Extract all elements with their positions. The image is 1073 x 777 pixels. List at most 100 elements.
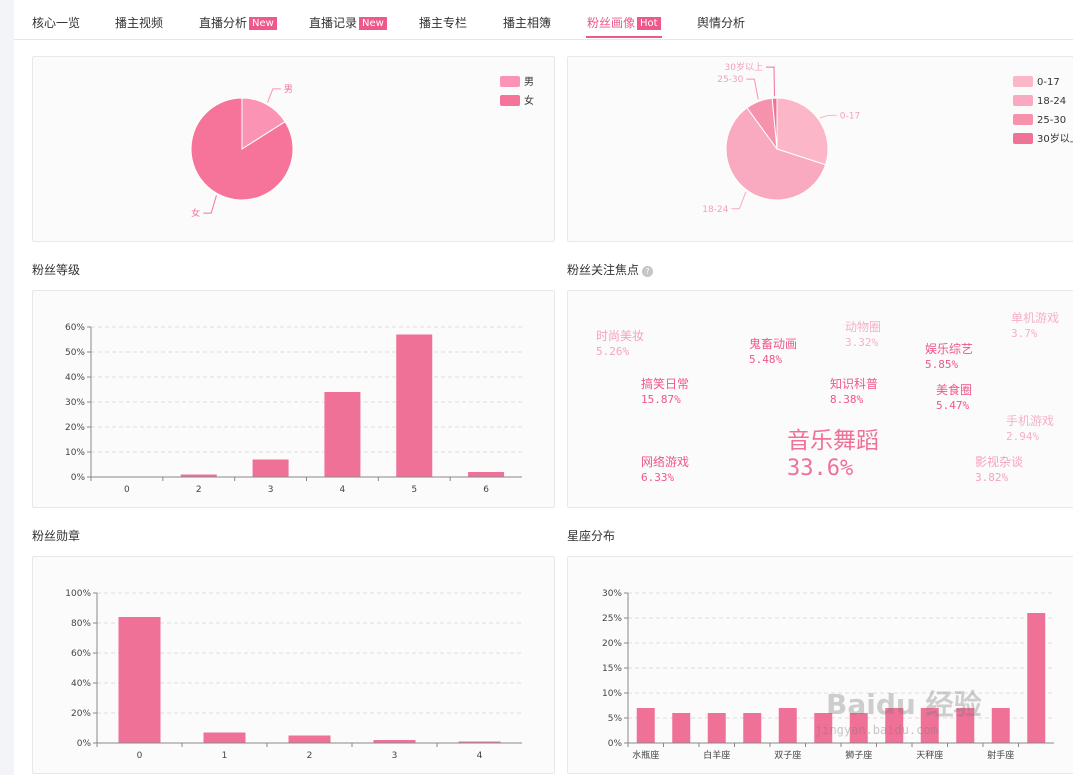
legend-label: 25-30: [1037, 115, 1067, 126]
keyword-item[interactable]: 搞笑日常 15.87%: [641, 377, 689, 407]
keyword-name: 时尚美妆: [596, 329, 645, 343]
active-tab-indicator: [586, 36, 662, 38]
zodiac-title: 星座分布: [567, 529, 616, 543]
keyword-item[interactable]: 娱乐综艺 5.85%: [925, 342, 973, 372]
legend-item-age-25-30[interactable]: 25-30: [1013, 114, 1066, 127]
bar[interactable]: [956, 708, 975, 743]
tab-core-overview[interactable]: 核心一览: [32, 14, 80, 32]
legend-label: 18-24: [1037, 96, 1067, 107]
keyword-item[interactable]: 知识科普 8.38%: [830, 377, 878, 407]
legend-swatch: [500, 76, 520, 87]
legend-item-age-0-17[interactable]: 0-17: [1013, 76, 1060, 89]
keyword-name: 知识科普: [830, 377, 879, 391]
keyword-item[interactable]: 影视杂谈 3.82%: [975, 455, 1023, 485]
bar[interactable]: [991, 708, 1010, 743]
pie-leader-line: [765, 66, 776, 97]
bar[interactable]: [396, 334, 433, 478]
tab-fan-profile[interactable]: 粉丝画像 Hot: [587, 14, 661, 32]
keyword-percent: 33.6%: [787, 456, 854, 481]
pie-slice-label: 0-17: [840, 111, 860, 121]
tab-sentiment-analysis[interactable]: 舆情分析: [697, 14, 745, 32]
bar[interactable]: [707, 713, 726, 743]
bar[interactable]: [672, 713, 691, 743]
legend-item-age-30-plus[interactable]: 30岁以上: [1013, 133, 1073, 146]
x-tick-label: 双子座: [774, 749, 801, 761]
zodiac-bar-chart: 0% 5% 10% 15% 20% 25% 30% 水瓶座 白羊座 双子座 狮子座 天秤座 射手座: [602, 589, 1054, 761]
baidu-watermark: Baidu 经验: [826, 683, 982, 723]
keyword-item[interactable]: 网络游戏 6.33%: [641, 455, 689, 485]
bar[interactable]: [636, 708, 655, 743]
bar[interactable]: [743, 713, 762, 743]
keyword-item[interactable]: 时尚美妆 5.26%: [596, 329, 644, 359]
keyword-percent: 5.85%: [925, 358, 959, 371]
keyword-name: 搞笑日常: [641, 377, 690, 391]
bar[interactable]: [373, 740, 416, 743]
bar[interactable]: [920, 708, 939, 743]
bar[interactable]: [814, 713, 833, 743]
legend-swatch: [1013, 114, 1033, 125]
x-tick-label: 5: [411, 485, 417, 495]
keyword-item-top[interactable]: 音乐舞蹈 33.6%: [787, 427, 879, 483]
pie-slice[interactable]: [241, 97, 286, 150]
tab-streamer-column[interactable]: 播主专栏: [419, 14, 467, 32]
keyword-item[interactable]: 单机游戏 3.7%: [1011, 311, 1059, 341]
y-tick-label: 25%: [602, 614, 622, 624]
bar[interactable]: [118, 617, 161, 743]
fan-focus-title-text: 粉丝关注焦点: [567, 263, 640, 277]
watermark-brand: Baidu 经验: [826, 688, 982, 721]
pie-slice-label: 25-30: [717, 75, 743, 85]
legend-item-age-18-24[interactable]: 18-24: [1013, 95, 1066, 108]
bar[interactable]: [252, 459, 289, 478]
tab-live-analysis[interactable]: 直播分析 New: [199, 14, 277, 32]
pie-slice-label: 30岁以上: [725, 61, 763, 73]
hot-badge: Hot: [637, 17, 661, 30]
fan-medal-bar-chart: 0% 20% 40% 60% 80% 100% 0 1 2 3 4: [65, 589, 522, 761]
bar[interactable]: [849, 713, 868, 743]
tab-label: 播主相簿: [503, 16, 552, 30]
question-icon[interactable]: ?: [642, 266, 654, 277]
tab-live-records[interactable]: 直播记录 New: [309, 14, 387, 32]
keyword-percent: 15.87%: [641, 393, 681, 406]
bar[interactable]: [324, 392, 361, 477]
y-tick-label: 20%: [602, 639, 622, 649]
tab-label: 直播记录: [309, 16, 358, 30]
y-tick-label: 40%: [71, 679, 91, 689]
y-tick-label: 5%: [608, 714, 623, 724]
bar[interactable]: [203, 732, 246, 744]
y-tick-label: 60%: [65, 323, 85, 333]
keyword-name: 音乐舞蹈: [787, 428, 879, 454]
bar[interactable]: [458, 741, 501, 744]
baidu-watermark-url: jingyan.baidu.com: [815, 723, 938, 737]
legend-label: 0-17: [1037, 77, 1060, 88]
bar[interactable]: [1027, 613, 1046, 743]
fan-medal-title: 粉丝勋章: [32, 529, 81, 543]
bar[interactable]: [180, 474, 217, 478]
bar[interactable]: [778, 708, 797, 743]
bar[interactable]: [885, 708, 904, 743]
keyword-name: 动物圈: [845, 320, 882, 334]
tab-streamer-album[interactable]: 播主相簿: [503, 14, 551, 32]
legend-item-male[interactable]: 男: [500, 76, 534, 89]
tab-streamer-videos[interactable]: 播主视频: [115, 14, 163, 32]
keyword-item[interactable]: 美食圈 5.47%: [936, 383, 972, 413]
zodiac-card: 0% 5% 10% 15% 20% 25% 30% 水瓶座 白羊座 双子座 狮子座 天秤座 射手座: [567, 556, 1073, 774]
keyword-name: 手机游戏: [1006, 414, 1055, 428]
pie-slice[interactable]: [771, 97, 778, 150]
x-tick-label: 0: [124, 485, 130, 495]
bar[interactable]: [288, 735, 331, 744]
gender-card: 男女 男 女: [32, 56, 555, 242]
keyword-item[interactable]: 鬼畜动画 5.48%: [749, 337, 797, 367]
fan-medal-card: 0% 20% 40% 60% 80% 100% 0 1 2 3 4: [32, 556, 555, 774]
keyword-item[interactable]: 手机游戏 2.94%: [1006, 414, 1054, 444]
bar[interactable]: [468, 472, 505, 477]
keyword-percent: 3.82%: [975, 471, 1009, 484]
keyword-item[interactable]: 动物圈 3.32%: [845, 320, 881, 350]
pie-slice[interactable]: [776, 97, 829, 166]
legend-swatch: [500, 95, 520, 106]
pie-slice[interactable]: [190, 97, 294, 201]
pie-slice[interactable]: [725, 107, 827, 201]
pie-leader-line: [731, 191, 747, 210]
legend-item-female[interactable]: 女: [500, 95, 534, 108]
pie-slice-label: 女: [191, 207, 200, 219]
x-tick-label: 2: [196, 485, 202, 495]
